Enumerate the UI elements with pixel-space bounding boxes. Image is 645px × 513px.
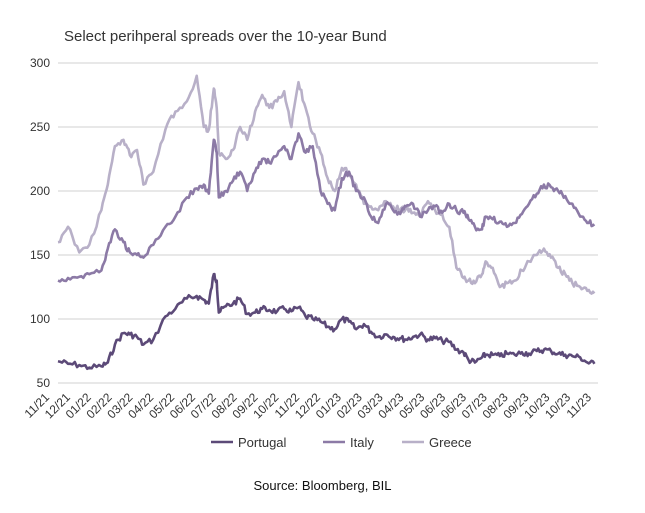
source-note: Source: Bloomberg, BIL [253,478,392,493]
legend: Portugal Italy Greece [211,435,472,450]
series-line-italy [57,132,596,283]
legend-label-greece: Greece [429,435,472,450]
legend-label-portugal: Portugal [238,435,287,450]
series-lines [57,74,596,371]
y-tick-label: 300 [30,56,50,70]
series-line-greece [57,74,596,295]
x-tick-label: 11/23 [564,390,595,421]
y-tick-label: 150 [30,248,50,262]
legend-label-italy: Italy [350,435,374,450]
y-tick-label: 250 [30,120,50,134]
x-axis-ticks: 11/2112/2101/2202/2203/2204/2205/2206/22… [22,390,595,421]
y-axis-ticks: 50 100 150 200 250 300 [30,56,50,390]
y-tick-label: 50 [37,376,51,390]
y-tick-label: 100 [30,312,50,326]
y-tick-label: 200 [30,184,50,198]
chart-title: Select perihperal spreads over the 10-ye… [64,28,387,45]
series-line-portugal [57,272,596,371]
